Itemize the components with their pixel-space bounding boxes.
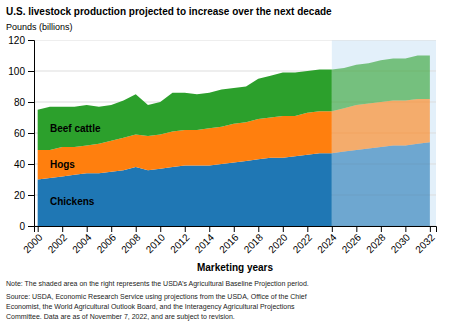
x-tick-mark <box>430 226 431 232</box>
projected-area <box>332 142 430 226</box>
x-tick-mark <box>87 226 88 232</box>
chart: 2000200220042006200820102012201420162018… <box>0 0 450 336</box>
y-tick-mark <box>28 195 34 196</box>
x-tick: 2014 <box>193 226 217 255</box>
x-tick-mark <box>160 226 161 232</box>
x-tick-mark <box>307 226 308 232</box>
note: Note: The shaded area on the right repre… <box>6 280 309 288</box>
x-axis-line <box>35 227 437 233</box>
y-tick-label: 80 <box>14 97 26 108</box>
x-tick-label: 2026 <box>340 231 364 255</box>
x-tick-mark <box>62 226 63 232</box>
historical-area <box>38 69 332 150</box>
y-tick-label: 40 <box>14 159 26 170</box>
x-tick-mark <box>234 226 235 232</box>
grid <box>34 40 436 226</box>
series-label: Chickens <box>50 196 95 207</box>
note: Committee. Data are as of November 7, 20… <box>6 313 235 321</box>
x-tick-mark <box>185 226 186 232</box>
x-tick-label: 2028 <box>364 231 388 255</box>
x-tick: 2018 <box>242 226 266 255</box>
x-tick-mark <box>283 226 284 232</box>
x-tick: 2016 <box>217 226 241 255</box>
y-axis-line <box>28 41 35 227</box>
y-tick-label: 20 <box>14 190 26 201</box>
series-label: Beef cattle <box>50 123 101 134</box>
x-tick: 2024 <box>315 226 339 255</box>
x-tick: 2030 <box>389 226 413 255</box>
x-tick-label: 2020 <box>266 231 290 255</box>
x-tick: 2020 <box>266 226 290 255</box>
x-tick-label: 2000 <box>21 231 45 255</box>
y-tick-mark <box>28 133 34 134</box>
y-axis: 0 20 40 60 80 100 120 <box>8 35 34 232</box>
y-tick-label: 100 <box>8 66 25 77</box>
x-tick-mark <box>356 226 357 232</box>
x-tick: 2004 <box>70 226 94 255</box>
series-label: Hogs <box>50 159 75 170</box>
x-tick-mark <box>38 226 39 232</box>
projected-area <box>332 56 430 112</box>
y-tick-mark <box>28 102 34 103</box>
x-tick-mark <box>136 226 137 232</box>
x-tick-label: 2014 <box>193 231 217 255</box>
x-tick: 2022 <box>291 226 315 255</box>
y-tick: 0 <box>19 221 34 232</box>
x-tick: 2012 <box>168 226 192 255</box>
y-tick-label: 120 <box>8 35 25 46</box>
x-tick-label: 2008 <box>119 231 143 255</box>
plot-area <box>34 40 436 226</box>
y-tick-mark <box>28 226 34 227</box>
x-tick: 2026 <box>340 226 364 255</box>
x-tick-label: 2006 <box>95 231 119 255</box>
x-tick-label: 2002 <box>46 231 70 255</box>
x-tick: 2028 <box>364 226 388 255</box>
x-tick: 2010 <box>144 226 168 255</box>
y-tick: 80 <box>14 97 34 108</box>
y-tick: 40 <box>14 159 34 170</box>
note: Economist, the World Agricultural Outloo… <box>6 303 295 311</box>
x-axis: 2000200220042006200820102012201420162018… <box>21 226 437 255</box>
x-tick-label: 2030 <box>389 231 413 255</box>
x-tick-label: 2032 <box>413 231 437 255</box>
y-tick: 100 <box>8 66 34 77</box>
x-tick-mark <box>258 226 259 232</box>
x-tick: 2006 <box>95 226 119 255</box>
x-tick-label: 2010 <box>144 231 168 255</box>
y-tick-label: 60 <box>14 128 26 139</box>
note: Source: USDA, Economic Research Service … <box>6 293 307 301</box>
y-tick-mark <box>28 164 34 165</box>
x-tick-label: 2022 <box>291 231 315 255</box>
y-axis-title: Pounds (billions) <box>6 22 73 32</box>
y-tick: 60 <box>14 128 34 139</box>
notes: Note: The shaded area on the right repre… <box>6 280 309 321</box>
y-tick: 120 <box>8 35 34 46</box>
x-tick-mark <box>209 226 210 232</box>
y-tick: 20 <box>14 190 34 201</box>
x-tick-label: 2016 <box>217 231 241 255</box>
x-tick: 2002 <box>46 226 70 255</box>
y-tick-mark <box>28 40 34 41</box>
x-tick: 2032 <box>413 226 437 255</box>
x-axis-title: Marketing years <box>197 262 274 273</box>
title: U.S. livestock production projected to i… <box>6 6 332 17</box>
y-tick-label: 0 <box>19 221 25 232</box>
projection-band <box>332 40 436 226</box>
x-tick-label: 2024 <box>315 231 339 255</box>
x-tick-label: 2004 <box>70 231 94 255</box>
grid-line <box>34 40 436 41</box>
y-tick-mark <box>28 71 34 72</box>
x-tick-label: 2018 <box>242 231 266 255</box>
x-tick-mark <box>332 226 333 232</box>
areas <box>38 56 430 227</box>
x-tick: 2008 <box>119 226 143 255</box>
x-tick-mark <box>111 226 112 232</box>
x-tick-label: 2012 <box>168 231 192 255</box>
x-tick-mark <box>405 226 406 232</box>
x-tick-mark <box>381 226 382 232</box>
series-labels: Chickens Hogs Beef cattle <box>50 123 101 208</box>
